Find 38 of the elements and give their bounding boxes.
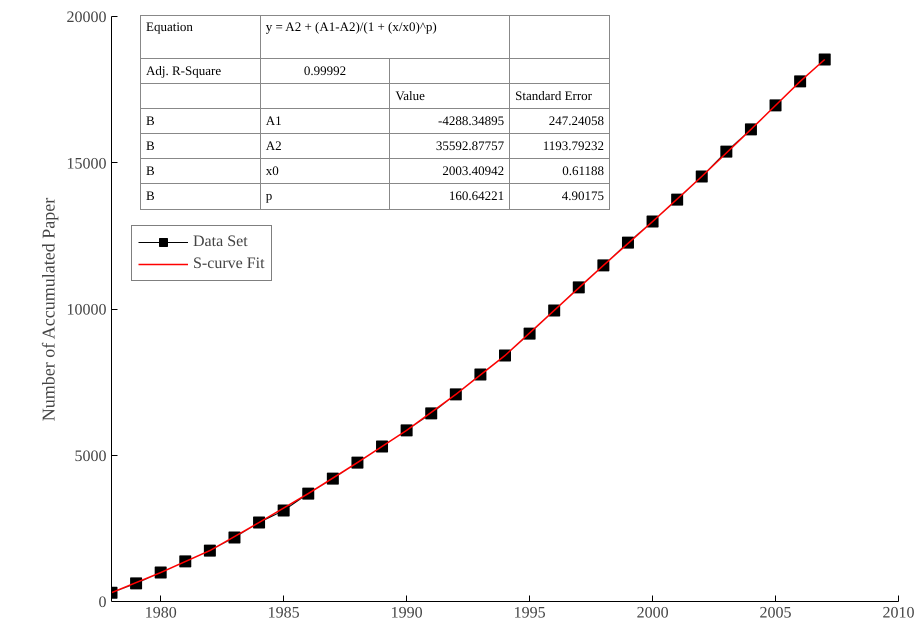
- annotation: y = A2 + (A1-A2)/(1 + (x/x0)^p): [260, 16, 510, 58]
- annotation: 2003.40942: [390, 158, 510, 184]
- x-tick-label: 2010: [882, 604, 914, 622]
- annotation: 0.99992: [260, 58, 390, 84]
- annotation: A1: [260, 108, 390, 134]
- annotation: Standard Error: [510, 84, 610, 108]
- annotation: B: [140, 108, 260, 134]
- legend-label: S-curve Fit: [193, 255, 265, 273]
- annotation: 4.90175: [510, 184, 610, 210]
- annotation: 247.24058: [510, 108, 610, 134]
- annotation: B: [140, 184, 260, 210]
- y-tick-label: 20000: [66, 9, 106, 26]
- annotation: A2: [260, 134, 390, 158]
- x-tick-label: 2000: [636, 604, 669, 622]
- annotation: 160.64221: [390, 184, 510, 210]
- y-tick-label: 5000: [74, 448, 106, 465]
- annotation: x0: [260, 158, 390, 184]
- y-tick-label: 10000: [66, 302, 106, 318]
- x-tick-label: 2005: [760, 604, 792, 622]
- legend-label: Data Set: [193, 233, 248, 251]
- annotation: Adj. R-Square: [140, 58, 260, 84]
- annotation: 1193.79232: [510, 134, 610, 158]
- annotation: p: [260, 184, 390, 210]
- annotation: Equation: [140, 16, 260, 58]
- x-tick-label: 1985: [268, 604, 300, 622]
- annotation: -4288.34895: [390, 108, 510, 134]
- annotation: B: [140, 134, 260, 158]
- annotation: B: [140, 158, 260, 184]
- x-tick-label: 1990: [390, 604, 423, 622]
- y-tick-label: 0: [98, 594, 106, 611]
- annotation: Value: [390, 84, 510, 108]
- y-tick-label: 15000: [66, 155, 106, 172]
- x-tick-label: 1995: [514, 604, 546, 622]
- annotation: 0.61188: [510, 158, 610, 184]
- x-tick-label: 1980: [144, 604, 177, 622]
- point: [818, 54, 831, 66]
- y-axis-title: Number of Accumulated Paper: [38, 198, 58, 422]
- annotation: 35592.87757: [390, 134, 510, 158]
